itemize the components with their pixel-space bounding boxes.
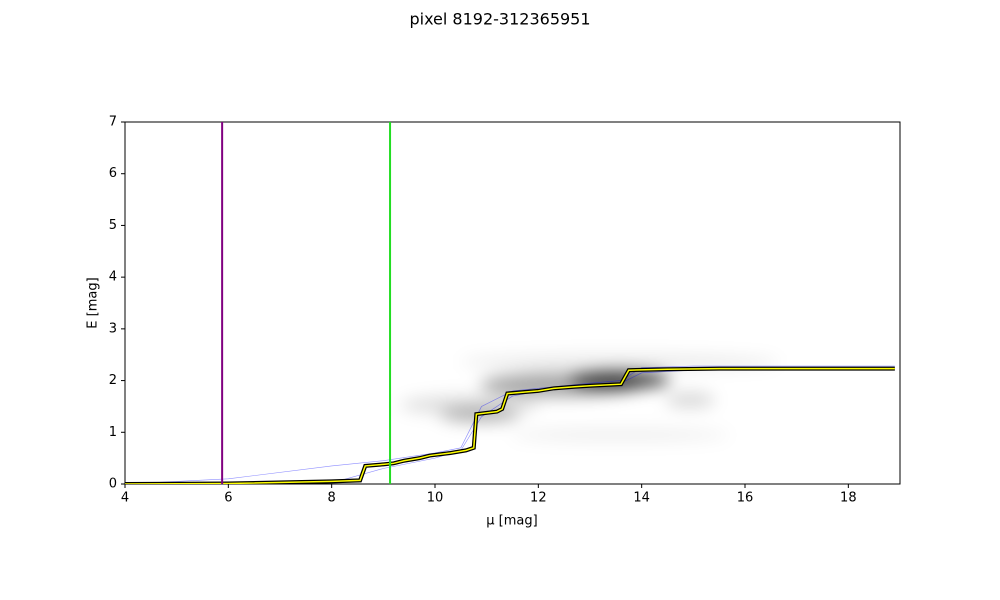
x-axis-label: μ [mag] [486, 514, 537, 529]
x-tick-label: 12 [530, 491, 547, 506]
y-tick-label: 2 [109, 373, 117, 388]
x-tick-label: 18 [840, 491, 857, 506]
x-tick-label: 10 [427, 491, 444, 506]
y-tick-label: 6 [109, 166, 117, 181]
y-tick-label: 3 [109, 321, 117, 336]
x-tick-label: 6 [224, 491, 232, 506]
x-tick-label: 4 [121, 491, 129, 506]
y-tick-label: 0 [109, 477, 117, 492]
plot-area [125, 365, 895, 484]
y-tick-label: 4 [109, 270, 117, 285]
y-tick-label: 5 [109, 218, 117, 233]
y-tick-label: 1 [109, 425, 117, 440]
y-tick-label: 7 [109, 115, 117, 130]
y-axis-label: E [mag] [86, 277, 101, 328]
x-tick-label: 8 [328, 491, 336, 506]
line [125, 367, 895, 484]
plot-frame [124, 121, 901, 485]
x-tick-label: 16 [737, 491, 754, 506]
x-tick-label: 14 [633, 491, 650, 506]
chart-title: pixel 8192-312365951 [409, 10, 590, 29]
